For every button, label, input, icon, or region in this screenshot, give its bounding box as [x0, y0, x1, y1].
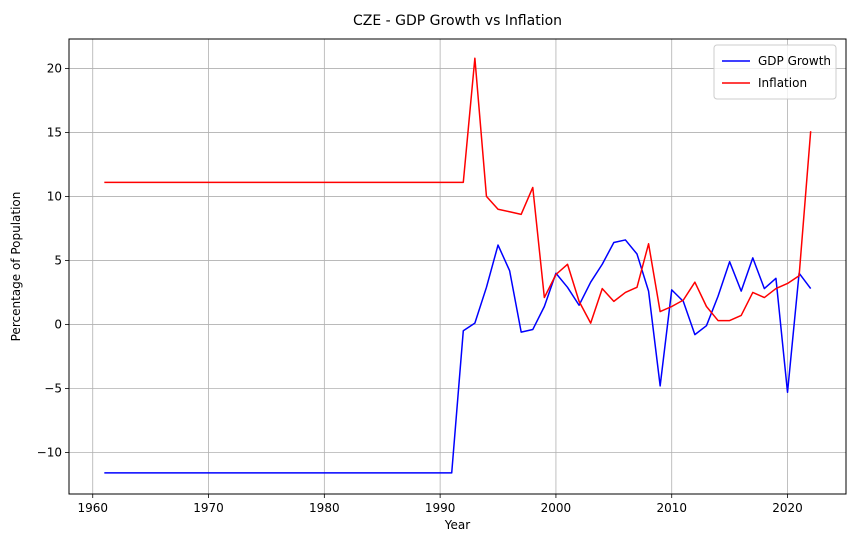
y-tick-label: −5 — [44, 381, 62, 395]
series-line-inflation — [104, 57, 812, 324]
y-tick-label: 5 — [54, 253, 62, 267]
y-tick-label: 0 — [54, 317, 62, 331]
x-tick-label: 1980 — [309, 501, 340, 515]
legend-label: Inflation — [758, 76, 807, 90]
y-tick-label: 15 — [47, 125, 62, 139]
series-line-gdp-growth — [104, 239, 812, 474]
x-tick-label: 1990 — [425, 501, 456, 515]
legend: GDP Growth Inflation — [713, 44, 837, 100]
legend-box — [713, 44, 837, 100]
y-tick-label: 10 — [47, 189, 62, 203]
y-axis-label: Percentage of Population — [9, 192, 23, 342]
chart-title: CZE - GDP Growth vs Inflation — [353, 13, 562, 29]
x-tick-label: 2000 — [541, 501, 572, 515]
grid — [69, 39, 846, 494]
x-axis-label: Year — [444, 518, 470, 532]
x-tick-label: 2020 — [772, 501, 803, 515]
y-tick-label: 20 — [47, 61, 62, 75]
x-tick-label: 2010 — [656, 501, 687, 515]
y-tick-label: −10 — [37, 445, 62, 459]
x-tick-label: 1960 — [77, 501, 108, 515]
ticks: 1960 1970 1980 1990 2000 2010 2020 −10 −5 0 5 10 15 2… — [37, 61, 803, 515]
plot-lines — [104, 57, 812, 474]
plot-frame — [68, 38, 847, 495]
legend-label: GDP Growth — [758, 54, 831, 68]
x-tick-label: 1970 — [193, 501, 224, 515]
